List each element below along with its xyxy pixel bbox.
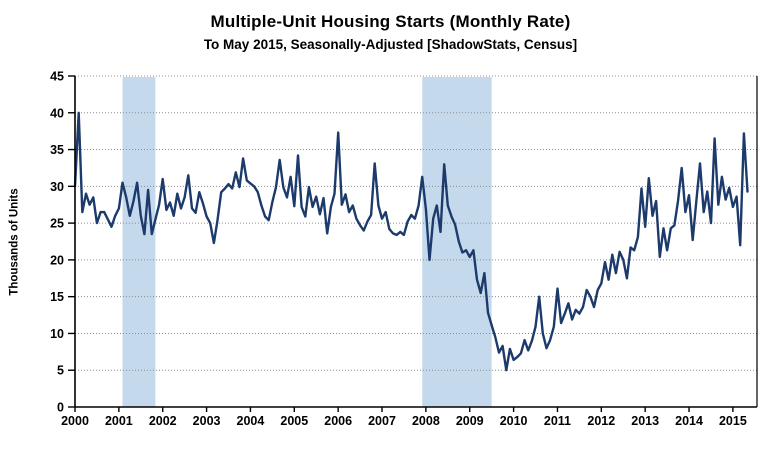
- grid-lines: [75, 75, 757, 371]
- y-tick-label: 35: [50, 143, 64, 157]
- recession-bands: [122, 77, 492, 407]
- y-tick-labels: 0 5 10 15 20 25 30 35 40 45: [50, 70, 64, 415]
- x-tick-label: 2004: [237, 414, 265, 428]
- x-tick-label: 2011: [544, 414, 571, 428]
- x-tick-label: 2012: [587, 414, 615, 428]
- y-tick-label: 20: [50, 253, 64, 267]
- y-tick-label: 30: [50, 180, 64, 194]
- x-tick-label: 2005: [280, 414, 308, 428]
- x-tick-label: 2006: [324, 414, 352, 428]
- x-tick-label: 2013: [631, 414, 659, 428]
- x-tick-label: 2014: [675, 414, 703, 428]
- x-tick-label: 2015: [719, 414, 747, 428]
- x-tick-label: 2008: [412, 414, 440, 428]
- recession-band: [122, 77, 156, 407]
- x-tick-label: 2003: [193, 414, 221, 428]
- y-tick-label: 10: [50, 327, 64, 341]
- x-tick-labels: 2000 2001 2002 2003 2004 2005 2006 2007 2008 2009…: [61, 414, 747, 428]
- y-tick-label: 0: [57, 401, 64, 415]
- y-axis: [68, 75, 76, 408]
- y-tick-label: 5: [57, 364, 64, 378]
- x-tick-label: 2007: [368, 414, 396, 428]
- x-tick-label: 2002: [149, 414, 177, 428]
- y-tick-label: 45: [50, 70, 64, 84]
- x-tick-label: 2001: [105, 414, 133, 428]
- data-line: [73, 111, 749, 372]
- recession-band: [422, 77, 492, 407]
- x-tick-label: 2009: [456, 414, 484, 428]
- x-tick-label: 2010: [500, 414, 528, 428]
- y-tick-label: 40: [50, 106, 64, 120]
- housing-starts-line: [73, 111, 749, 372]
- x-tick-label: 2000: [61, 414, 89, 428]
- y-tick-label: 25: [50, 217, 64, 231]
- chart-title: Multiple-Unit Housing Starts (Monthly Ra…: [210, 12, 571, 31]
- x-axis: [74, 406, 757, 412]
- y-tick-label: 15: [50, 290, 64, 304]
- chart-subtitle: To May 2015, Seasonally-Adjusted [Shadow…: [203, 37, 578, 52]
